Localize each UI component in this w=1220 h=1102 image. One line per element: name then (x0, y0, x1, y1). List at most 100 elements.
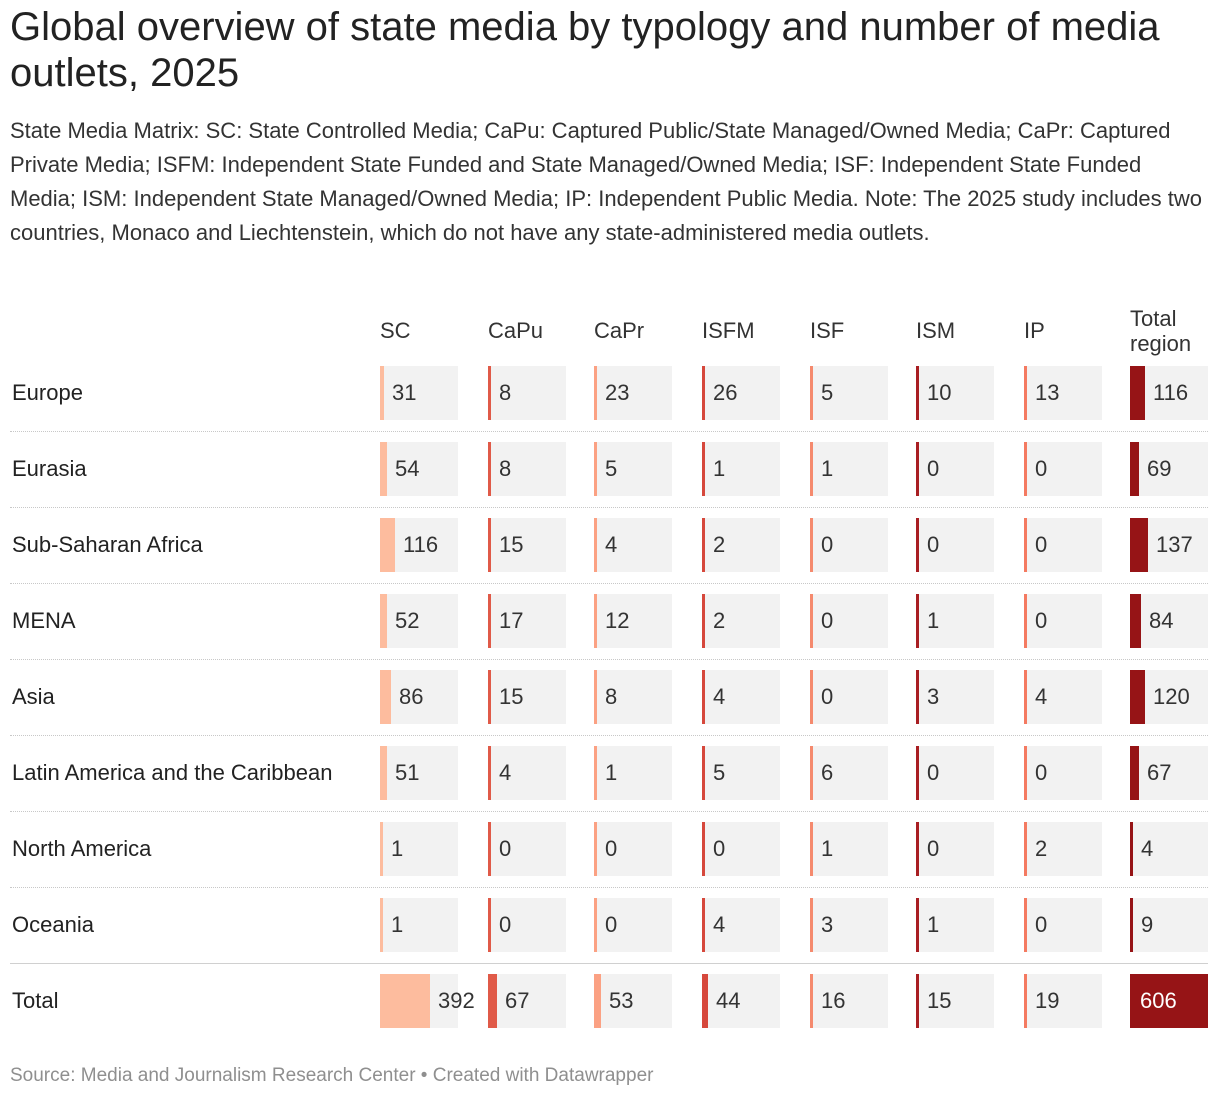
value-bar (488, 594, 491, 648)
row-divider (10, 431, 1208, 432)
value-bar (1130, 898, 1133, 952)
cell-background (1024, 898, 1102, 952)
cell-value: 54 (395, 456, 420, 481)
cell-background (810, 670, 888, 724)
value-bar (594, 670, 597, 724)
cell-background (702, 594, 780, 648)
value-bar (1024, 898, 1027, 952)
value-bar (1024, 822, 1027, 876)
cell-value: 0 (821, 608, 834, 633)
cell-value: 31 (392, 380, 417, 405)
value-bar (1130, 670, 1145, 724)
value-bar (916, 822, 919, 876)
cell-background (380, 670, 458, 724)
cell-background (594, 518, 672, 572)
value-bar (702, 746, 705, 800)
cell-value: 4 (1035, 684, 1048, 709)
cell-value: 86 (399, 684, 424, 709)
cell-background (810, 898, 888, 952)
column-header-line: Total (1130, 306, 1177, 331)
cell-value: 2 (1035, 836, 1048, 861)
value-bar (916, 746, 919, 800)
value-bar (380, 518, 395, 572)
cell-background (380, 366, 458, 420)
cell-value: 19 (1035, 988, 1060, 1013)
value-bar (380, 898, 383, 952)
cell-value: 1 (713, 456, 726, 481)
row-label: Oceania (12, 912, 94, 937)
cell-background (380, 898, 458, 952)
row-divider (10, 963, 1208, 964)
cell-value: 606 (1140, 988, 1177, 1013)
cell-background (916, 442, 994, 496)
value-bar (380, 366, 384, 420)
cell-background (380, 442, 458, 496)
cell-background (488, 746, 566, 800)
chart-title: Global overview of state media by typolo… (10, 5, 1160, 95)
cell-background (1130, 746, 1208, 800)
cell-value: 15 (499, 532, 524, 557)
value-bar (916, 670, 919, 724)
cell-value: 1 (927, 912, 940, 937)
cell-background (1024, 822, 1102, 876)
row-divider (10, 659, 1208, 660)
value-bar (916, 898, 919, 952)
cell-value: 0 (927, 760, 940, 785)
cell-value: 1 (821, 836, 834, 861)
cell-value: 0 (1035, 760, 1048, 785)
cell-background (380, 746, 458, 800)
cell-value: 8 (499, 380, 512, 405)
cell-value: 52 (395, 608, 420, 633)
value-bar (916, 366, 919, 420)
cell-background (594, 366, 672, 420)
cell-value: 5 (605, 456, 618, 481)
cell-background (380, 594, 458, 648)
cell-value: 0 (499, 912, 512, 937)
cell-value: 53 (609, 988, 634, 1013)
cell-background (810, 746, 888, 800)
column-header: ISFM (702, 318, 755, 343)
value-bar (1024, 366, 1027, 420)
value-bar (488, 746, 491, 800)
value-bar (1130, 822, 1133, 876)
value-bar (1130, 518, 1148, 572)
cell-value: 0 (1035, 912, 1048, 937)
value-bar (594, 594, 597, 648)
cell-value: 137 (1156, 532, 1193, 557)
value-bar (702, 366, 705, 420)
row-label: Latin America and the Caribbean (12, 760, 333, 785)
cell-background (488, 366, 566, 420)
cell-value: 1 (605, 760, 618, 785)
cell-background (594, 898, 672, 952)
cell-value: 15 (927, 988, 952, 1013)
row-label: MENA (12, 608, 76, 633)
cell-background (594, 746, 672, 800)
cell-background (916, 670, 994, 724)
cell-value: 84 (1149, 608, 1174, 633)
cell-value: 3 (821, 912, 834, 937)
cell-background (702, 974, 780, 1028)
column-header: ISF (810, 318, 845, 343)
value-bar (488, 974, 497, 1028)
cell-value: 67 (1147, 760, 1172, 785)
cell-background (1024, 594, 1102, 648)
cell-value: 44 (716, 988, 741, 1013)
cell-background (594, 974, 672, 1028)
row-label: Eurasia (12, 456, 87, 481)
cell-background (702, 670, 780, 724)
cell-value: 5 (821, 380, 834, 405)
cell-background (1024, 442, 1102, 496)
cell-background (594, 670, 672, 724)
cell-value: 392 (438, 988, 475, 1013)
cell-value: 2 (713, 532, 726, 557)
value-bar (594, 822, 597, 876)
cell-background (380, 822, 458, 876)
cell-value: 51 (395, 760, 420, 785)
cell-background (1024, 518, 1102, 572)
cell-background (488, 594, 566, 648)
cell-background (702, 442, 780, 496)
value-bar (810, 670, 813, 724)
column-header: CaPu (488, 318, 544, 343)
cell-background (810, 822, 888, 876)
value-bar (1024, 442, 1027, 496)
